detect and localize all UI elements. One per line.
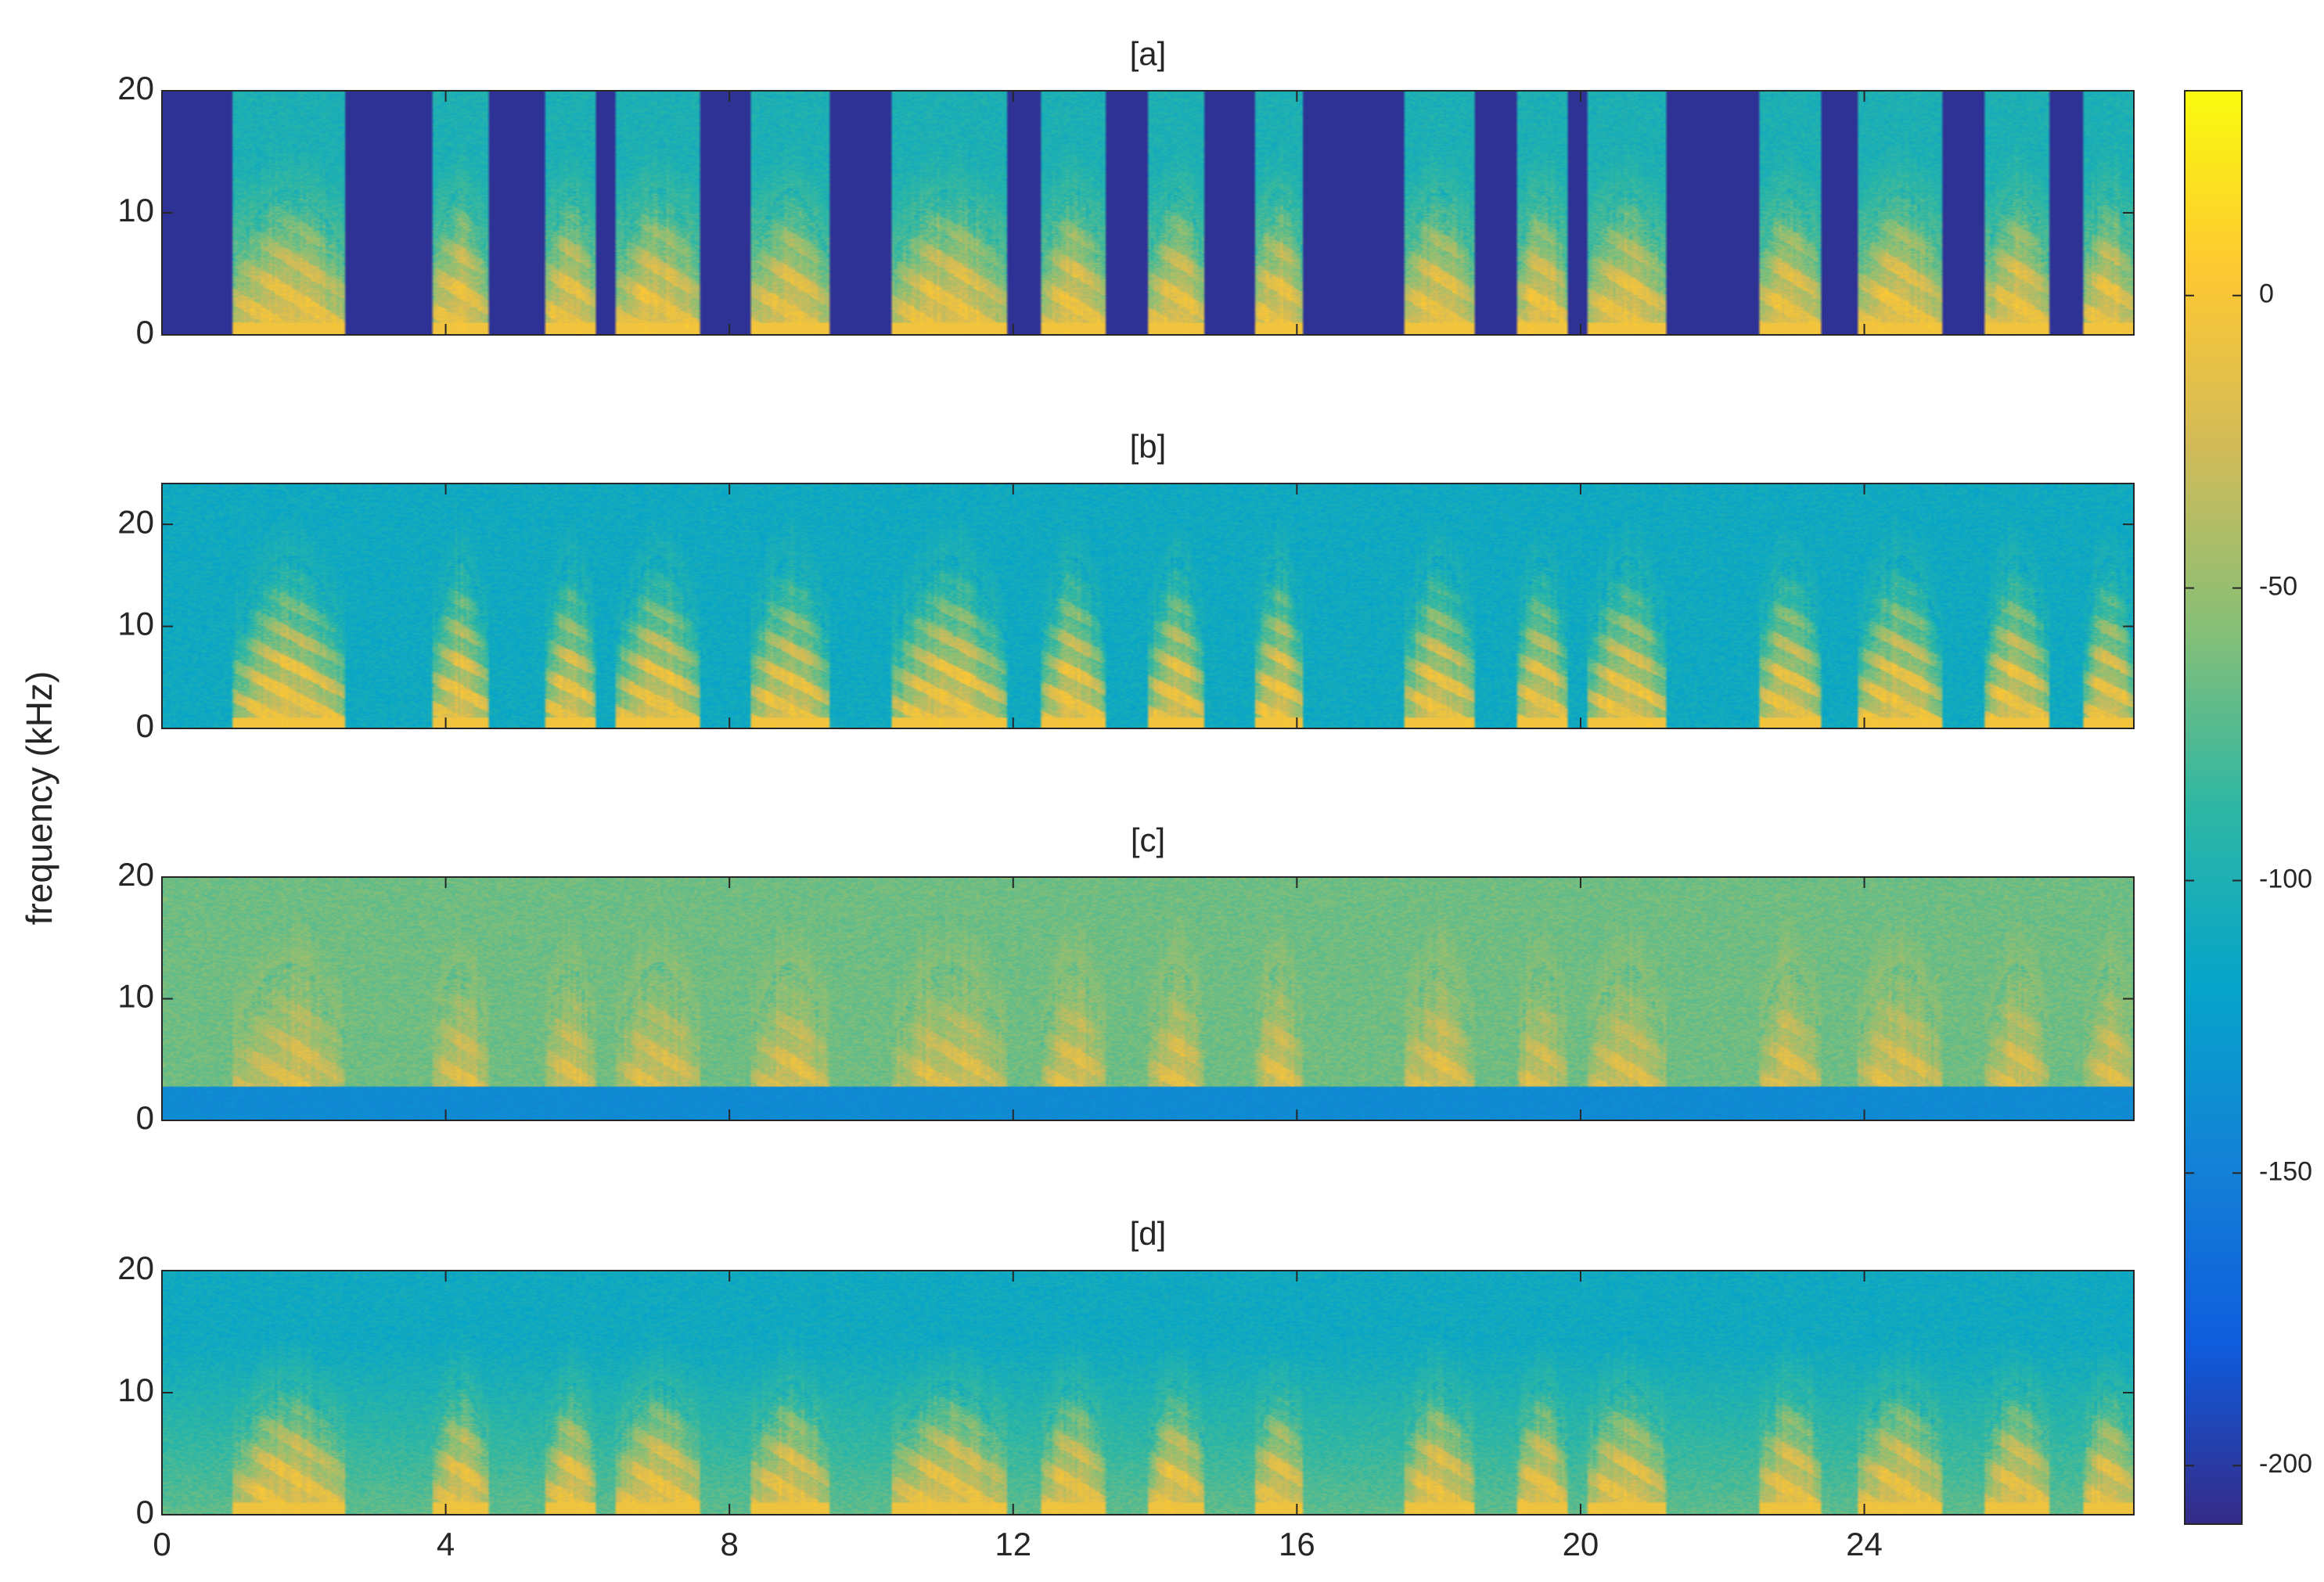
colorbar-tick-label: 0 — [2259, 279, 2274, 309]
colorbar-tick-label: -50 — [2259, 572, 2297, 602]
y-tick-label: 20 — [117, 503, 154, 540]
x-axis-tick-labels: 0 4 8 12 16 20 24 — [153, 1526, 1883, 1562]
panel-title: [b] — [1130, 428, 1167, 465]
panel-b: [b] 0 10 20 — [117, 428, 2135, 744]
x-tick-label: 0 — [153, 1526, 171, 1562]
panel-c: [c] 0 10 20 — [117, 822, 2135, 1136]
y-tick-label: 20 — [117, 70, 154, 106]
y-tick-label: 10 — [117, 606, 154, 642]
colorbar-tick-label: -200 — [2259, 1449, 2312, 1479]
x-tick-label: 16 — [1279, 1526, 1315, 1562]
x-tick-label: 20 — [1563, 1526, 1599, 1562]
x-tick-label: 12 — [995, 1526, 1031, 1562]
panel-title: [c] — [1131, 822, 1165, 858]
colorbar: 0 -50 -100 -150 -200 — [2184, 90, 2312, 1525]
y-tick-label: 10 — [117, 978, 154, 1015]
y-axis-label: frequency (kHz) — [19, 671, 59, 926]
spectrogram-image — [162, 877, 2134, 1120]
x-tick-label: 8 — [721, 1526, 739, 1562]
y-tick-label: 20 — [117, 856, 154, 893]
colorbar-tick-label: -100 — [2259, 864, 2312, 893]
x-tick-label: 4 — [437, 1526, 455, 1562]
y-tick-label: 0 — [136, 1099, 154, 1136]
y-tick-label: 0 — [136, 314, 154, 351]
spectrogram-image — [162, 1271, 2134, 1515]
axes-frame — [161, 483, 2135, 729]
spectrogram-image — [162, 484, 2134, 728]
y-tick-label: 20 — [117, 1249, 154, 1286]
x-tick-label: 24 — [1846, 1526, 1883, 1562]
colorbar-gradient — [2184, 90, 2243, 1525]
y-tick-label: 10 — [117, 192, 154, 228]
spectrogram-image — [162, 91, 2134, 335]
panel-title: [a] — [1130, 35, 1167, 72]
y-tick-label: 0 — [136, 1494, 154, 1530]
y-tick-label: 0 — [136, 707, 154, 744]
panel-title: [d] — [1130, 1215, 1167, 1252]
panel-a: [a] 0 10 20 — [117, 35, 2135, 351]
spectrogram-panels: [a] 0 10 20 [b] 0 10 20 [c] 0 10 20 [d] 0 10 20 — [117, 35, 2135, 1530]
colorbar-tick-label: -150 — [2259, 1156, 2312, 1186]
y-tick-label: 10 — [117, 1372, 154, 1408]
panel-d: [d] 0 10 20 — [117, 1215, 2135, 1530]
colorbar-ticks: 0 -50 -100 -150 -200 — [2185, 279, 2312, 1479]
